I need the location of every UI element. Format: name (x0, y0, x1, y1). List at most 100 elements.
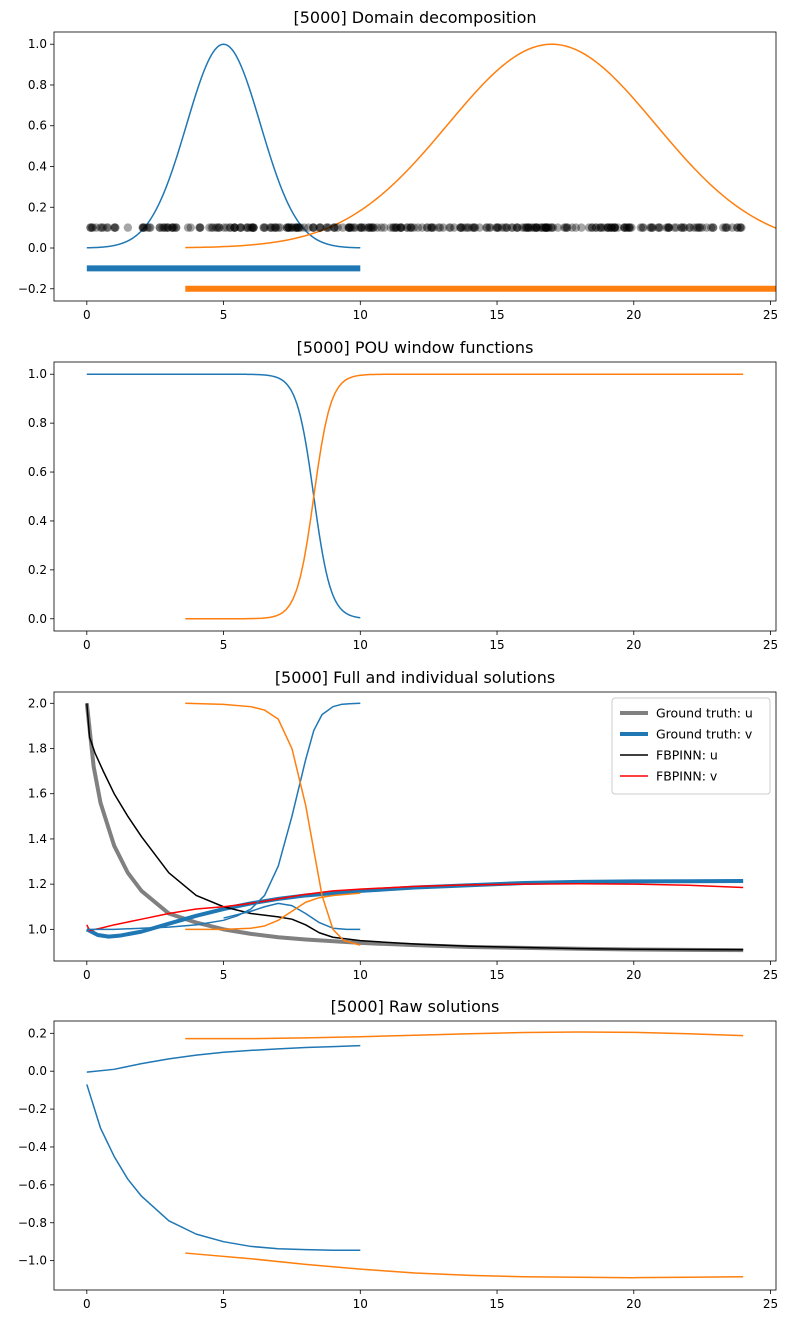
collocation-point (624, 223, 634, 232)
collocation-point (733, 223, 742, 232)
collocation-point (402, 223, 412, 232)
collocation-point (548, 223, 558, 232)
collocation-point (605, 223, 614, 232)
collocation-point (530, 223, 539, 232)
collocation-point (638, 223, 647, 232)
collocation-point (532, 223, 542, 232)
collocation-point (344, 223, 353, 232)
collocation-point (587, 223, 597, 232)
collocation-point (602, 223, 612, 232)
collocation-point (397, 223, 406, 232)
collocation-point (396, 223, 406, 232)
collocation-point (736, 223, 745, 232)
collocation-point (547, 223, 556, 232)
collocation-point (677, 223, 686, 232)
collocation-point (531, 223, 540, 232)
collocation-point (344, 223, 354, 232)
collocation-point (248, 223, 257, 232)
collocation-point (247, 223, 257, 232)
y-tick-label: 2.0 (28, 696, 47, 710)
collocation-point (434, 223, 443, 232)
collocation-point (406, 223, 415, 232)
collocation-point (599, 223, 608, 232)
collocation-point (160, 223, 169, 232)
collocation-point (159, 223, 169, 232)
x-tick-label: 5 (220, 1297, 228, 1311)
x-tick-label: 10 (353, 968, 368, 982)
x-tick-label: 25 (763, 968, 778, 982)
collocation-point (355, 223, 364, 232)
collocation-point (219, 223, 229, 232)
collocation-point (163, 223, 173, 232)
series-line-5 (86, 702, 361, 931)
collocation-point (373, 223, 382, 232)
y-tick-label: −0.8 (18, 1216, 47, 1230)
collocation-point (470, 223, 480, 232)
y-tick-label: 0.6 (28, 465, 47, 479)
chart-title: [5000] Full and individual solutions (275, 668, 555, 687)
collocation-point (357, 223, 367, 232)
collocation-point (291, 223, 300, 232)
collocation-point (737, 223, 746, 232)
x-tick-label: 10 (353, 308, 368, 322)
series-line-7 (185, 702, 361, 946)
collocation-point (596, 223, 606, 232)
collocation-point (195, 223, 205, 232)
axes-frame (53, 31, 777, 302)
collocation-point (360, 223, 369, 232)
collocation-point (315, 223, 324, 232)
collocation-point (497, 223, 507, 232)
collocation-point (571, 223, 581, 232)
collocation-point (168, 223, 177, 232)
collocation-point (138, 223, 147, 232)
series-line-3 (185, 1031, 744, 1040)
collocation-point (346, 223, 355, 232)
collocation-point (293, 223, 302, 232)
collocation-point (680, 223, 689, 232)
collocation-point (389, 223, 398, 232)
collocation-point (294, 223, 303, 232)
collocation-point (282, 223, 292, 232)
collocation-point (249, 223, 258, 232)
chart-title: [5000] Raw solutions (331, 997, 500, 1016)
collocation-point (349, 223, 358, 232)
collocation-point (427, 223, 436, 232)
collocation-point (282, 223, 292, 232)
collocation-point (435, 223, 445, 232)
collocation-point (422, 223, 432, 232)
collocation-point (322, 223, 331, 232)
collocation-point (367, 223, 376, 232)
collocation-point (86, 223, 95, 232)
collocation-points (86, 223, 746, 232)
collocation-point (364, 223, 374, 232)
series-fbpinn-v (86, 882, 744, 932)
x-tick-label: 0 (83, 968, 91, 982)
collocation-point (225, 223, 235, 232)
collocation-point (513, 223, 522, 232)
collocation-point (88, 223, 97, 232)
collocation-point (167, 223, 177, 232)
y-tick-label: 0.0 (28, 612, 47, 626)
collocation-point (622, 223, 631, 232)
y-tick-label: 1.4 (28, 832, 47, 846)
legend-label: FBPINN: u (656, 748, 718, 763)
series-line-2 (86, 1084, 361, 1251)
collocation-point (195, 223, 204, 232)
collocation-point (338, 223, 348, 232)
collocation-point (270, 223, 279, 232)
collocation-point (622, 223, 632, 232)
x-tick-label: 25 (763, 308, 778, 322)
collocation-point (647, 223, 657, 232)
collocation-point (329, 223, 339, 232)
collocation-point (242, 223, 251, 232)
collocation-point (86, 223, 95, 232)
collocation-point (409, 223, 419, 232)
collocation-point (532, 223, 542, 232)
collocation-point (163, 223, 172, 232)
collocation-point (492, 223, 502, 232)
collocation-point (528, 223, 537, 232)
x-tick-label: 10 (353, 1297, 368, 1311)
x-tick-label: 20 (626, 638, 641, 652)
collocation-point (365, 223, 374, 232)
y-tick-label: 1.6 (28, 787, 47, 801)
